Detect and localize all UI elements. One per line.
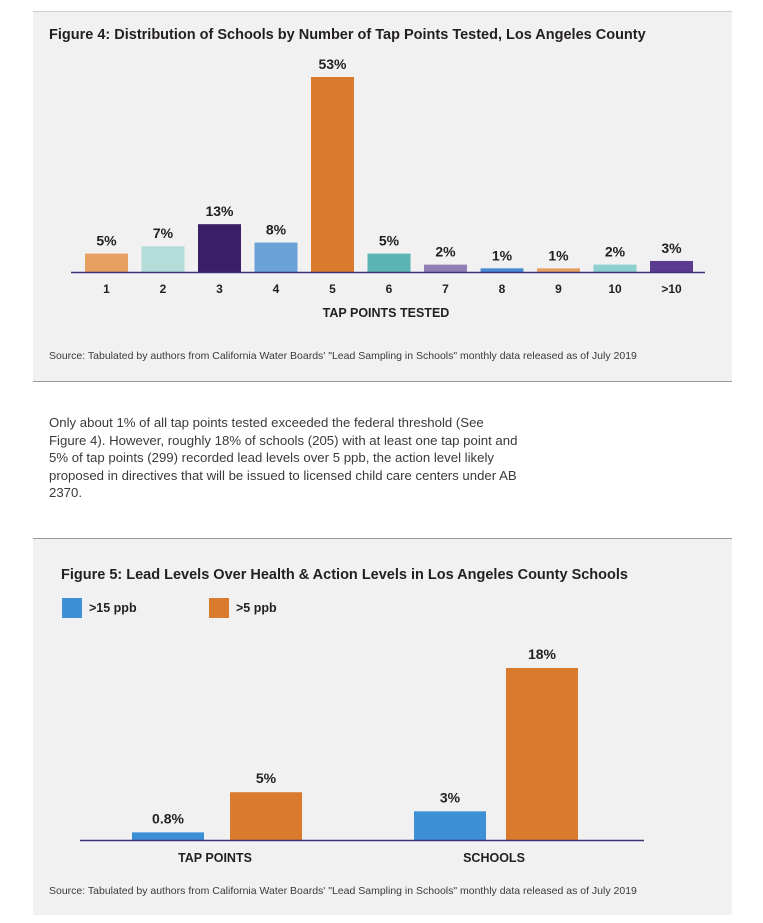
fig4-data-label: 13% [205,203,234,219]
figure-4-chart: 5% 1 7% 2 13% 3 8% 4 53% 5 5% 6 2% 7 1% 8 1% 9 2% 10 3% >10 TA… [71,56,705,320]
fig5-data-label: 18% [528,646,557,662]
fig4-data-label: 5% [96,233,117,249]
fig5-bar-tap-points-s1 [230,792,302,840]
fig4-tick-label: 6 [386,282,393,296]
fig4-bar-7 [424,264,467,272]
fig4-bar-10 [593,264,637,272]
fig5-data-label: 3% [440,789,461,805]
fig4-tick-label: 4 [273,282,280,296]
fig4-x-axis-title: TAP POINTS TESTED [323,306,450,320]
fig4-tick-label: 3 [216,282,223,296]
figure-5-source: Source: Tabulated by authors from Califo… [49,885,637,897]
fig4-tick-label: 2 [160,282,167,296]
fig4-bar-3 [198,224,241,272]
figure-5-panel: Figure 5: Lead Levels Over Health & Acti… [33,538,732,915]
legend-swatch-15ppb [62,598,82,618]
fig4-bar-9 [537,268,580,272]
fig4-tick-label: 8 [499,282,506,296]
fig5-category-label: TAP POINTS [178,851,252,865]
fig4-tick-label: 7 [442,282,449,296]
fig4-tick-label: 10 [608,282,622,296]
fig4-bar-6 [367,253,411,272]
legend-label-5ppb: >5 ppb [236,601,277,615]
figure-4-source: Source: Tabulated by authors from Califo… [49,350,637,362]
fig5-bar-tap-points-s0 [132,832,204,840]
fig5-bar-schools-s0 [414,811,486,840]
fig4-tick-label: 5 [329,282,336,296]
body-paragraph: Only about 1% of all tap points tested e… [49,415,518,501]
fig4-data-label: 53% [318,56,347,72]
fig4-data-label: 7% [153,225,174,241]
legend-label-15ppb: >15 ppb [89,601,137,615]
fig4-bar-8 [480,268,524,272]
fig4-bar-5 [311,77,354,272]
fig4-data-label: 3% [661,240,682,256]
fig5-category-label: SCHOOLS [463,851,525,865]
legend-swatch-5ppb [209,598,229,618]
fig4-bar-gt10 [650,260,693,272]
fig4-data-label: 8% [266,222,287,238]
fig4-data-label: 1% [492,247,513,263]
fig5-bar-schools-s1 [506,668,578,840]
fig5-data-label: 5% [256,770,277,786]
fig4-bar-4 [254,242,298,272]
fig4-tick-label: 9 [555,282,562,296]
figure-5-chart: 0.8% 5% TAP POINTS 3% 18% SCHOOLS [80,646,644,865]
figure-4-panel: Figure 4: Distribution of Schools by Num… [33,11,732,382]
figure-4-title: Figure 4: Distribution of Schools by Num… [49,27,646,43]
fig4-bar-1 [85,253,128,272]
fig4-bar-2 [141,246,185,272]
fig4-data-label: 1% [548,247,569,263]
fig4-data-label: 2% [435,244,456,260]
fig4-data-label: 5% [379,233,400,249]
fig4-tick-label: >10 [661,282,682,296]
figure-5-title: Figure 5: Lead Levels Over Health & Acti… [61,567,628,583]
fig5-data-label: 0.8% [152,810,184,826]
fig4-tick-label: 1 [103,282,110,296]
fig4-data-label: 2% [605,244,626,260]
